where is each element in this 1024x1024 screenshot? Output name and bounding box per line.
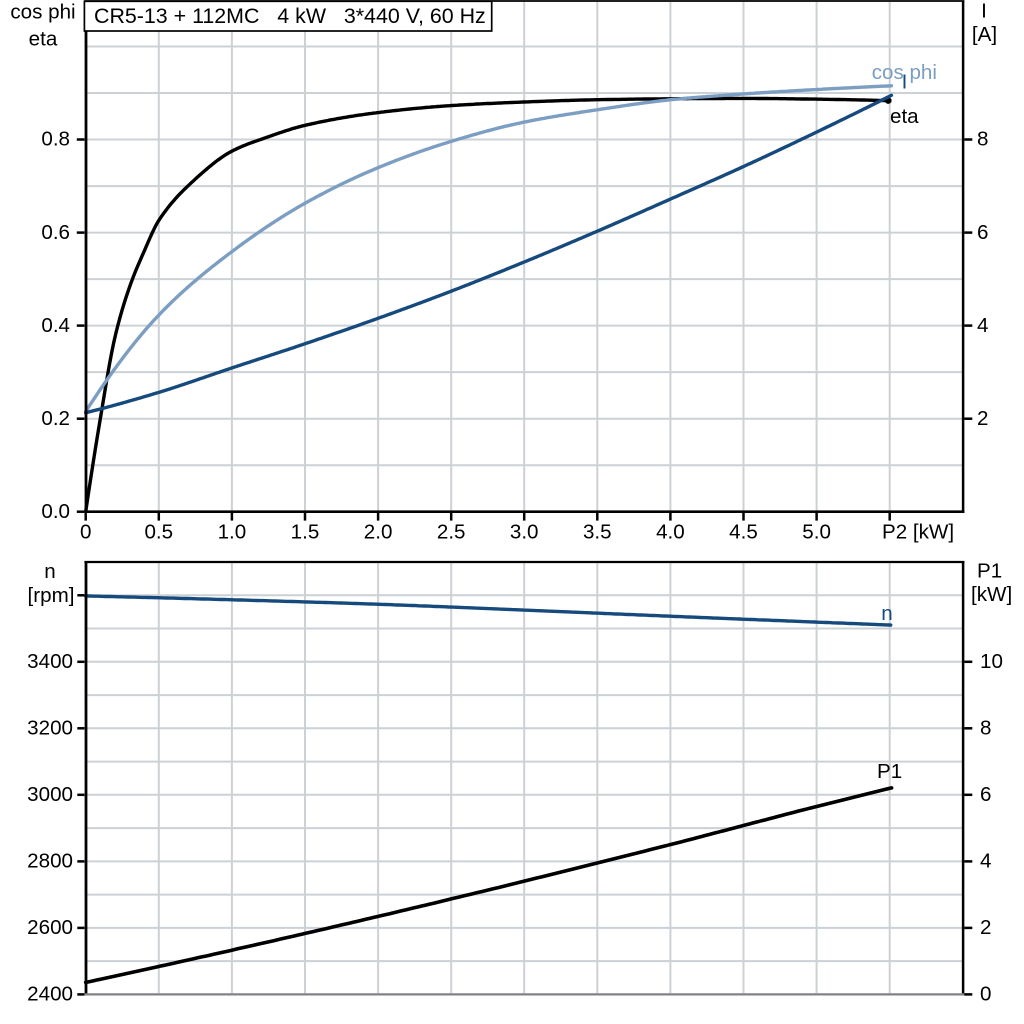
svg-text:0.0: 0.0 — [41, 500, 70, 523]
svg-text:2800: 2800 — [27, 850, 73, 873]
svg-text:4.5: 4.5 — [729, 520, 758, 543]
svg-text:3.5: 3.5 — [583, 520, 612, 543]
svg-text:1.5: 1.5 — [291, 520, 320, 543]
svg-text:0.4: 0.4 — [41, 314, 70, 337]
svg-text:1.0: 1.0 — [218, 520, 247, 543]
svg-text:0: 0 — [80, 520, 91, 543]
svg-text:6: 6 — [980, 783, 991, 806]
svg-text:6: 6 — [977, 221, 988, 244]
svg-text:P1: P1 — [877, 760, 902, 783]
svg-text:0: 0 — [980, 983, 991, 1006]
svg-text:2.5: 2.5 — [437, 520, 466, 543]
svg-text:P2 [kW]: P2 [kW] — [882, 520, 954, 543]
svg-text:2: 2 — [977, 407, 988, 430]
svg-text:CR5-13 + 112MC 4 kW 3*440: CR5-13 + 112MC 4 kW 3*440 V, 60 Hz — [94, 4, 486, 28]
svg-text:[rpm]: [rpm] — [28, 584, 75, 607]
svg-text:5.0: 5.0 — [802, 520, 831, 543]
svg-text:0.5: 0.5 — [144, 520, 173, 543]
svg-text:3400: 3400 — [27, 650, 73, 673]
svg-text:0.6: 0.6 — [41, 221, 70, 244]
svg-text:I: I — [902, 71, 908, 94]
svg-text:2400: 2400 — [27, 983, 73, 1006]
svg-text:8: 8 — [977, 128, 988, 151]
svg-text:2.0: 2.0 — [364, 520, 393, 543]
svg-text:3.0: 3.0 — [510, 520, 539, 543]
svg-text:4.0: 4.0 — [656, 520, 685, 543]
svg-text:2600: 2600 — [27, 916, 73, 939]
svg-text:I: I — [981, 0, 987, 23]
svg-text:8: 8 — [980, 717, 991, 740]
svg-text:2: 2 — [980, 916, 991, 939]
svg-text:P1: P1 — [977, 560, 1002, 583]
svg-text:4: 4 — [980, 850, 991, 873]
svg-text:4: 4 — [977, 314, 988, 337]
svg-text:0.8: 0.8 — [41, 128, 70, 151]
svg-text:[A]: [A] — [972, 23, 997, 46]
svg-text:eta: eta — [890, 105, 919, 128]
svg-text:eta: eta — [29, 27, 58, 50]
svg-text:0.2: 0.2 — [41, 407, 70, 430]
svg-text:n: n — [44, 560, 55, 583]
svg-text:3000: 3000 — [27, 783, 73, 806]
svg-text:3200: 3200 — [27, 717, 73, 740]
svg-text:10: 10 — [980, 650, 1003, 673]
svg-text:cos phi: cos phi — [10, 1, 75, 24]
svg-text:cos phi: cos phi — [872, 61, 937, 84]
svg-text:n: n — [881, 602, 892, 625]
svg-text:[kW]: [kW] — [971, 583, 1012, 606]
